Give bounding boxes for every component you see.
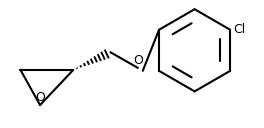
Text: O: O bbox=[133, 54, 143, 67]
Text: O: O bbox=[35, 91, 45, 104]
Text: Cl: Cl bbox=[233, 23, 245, 36]
